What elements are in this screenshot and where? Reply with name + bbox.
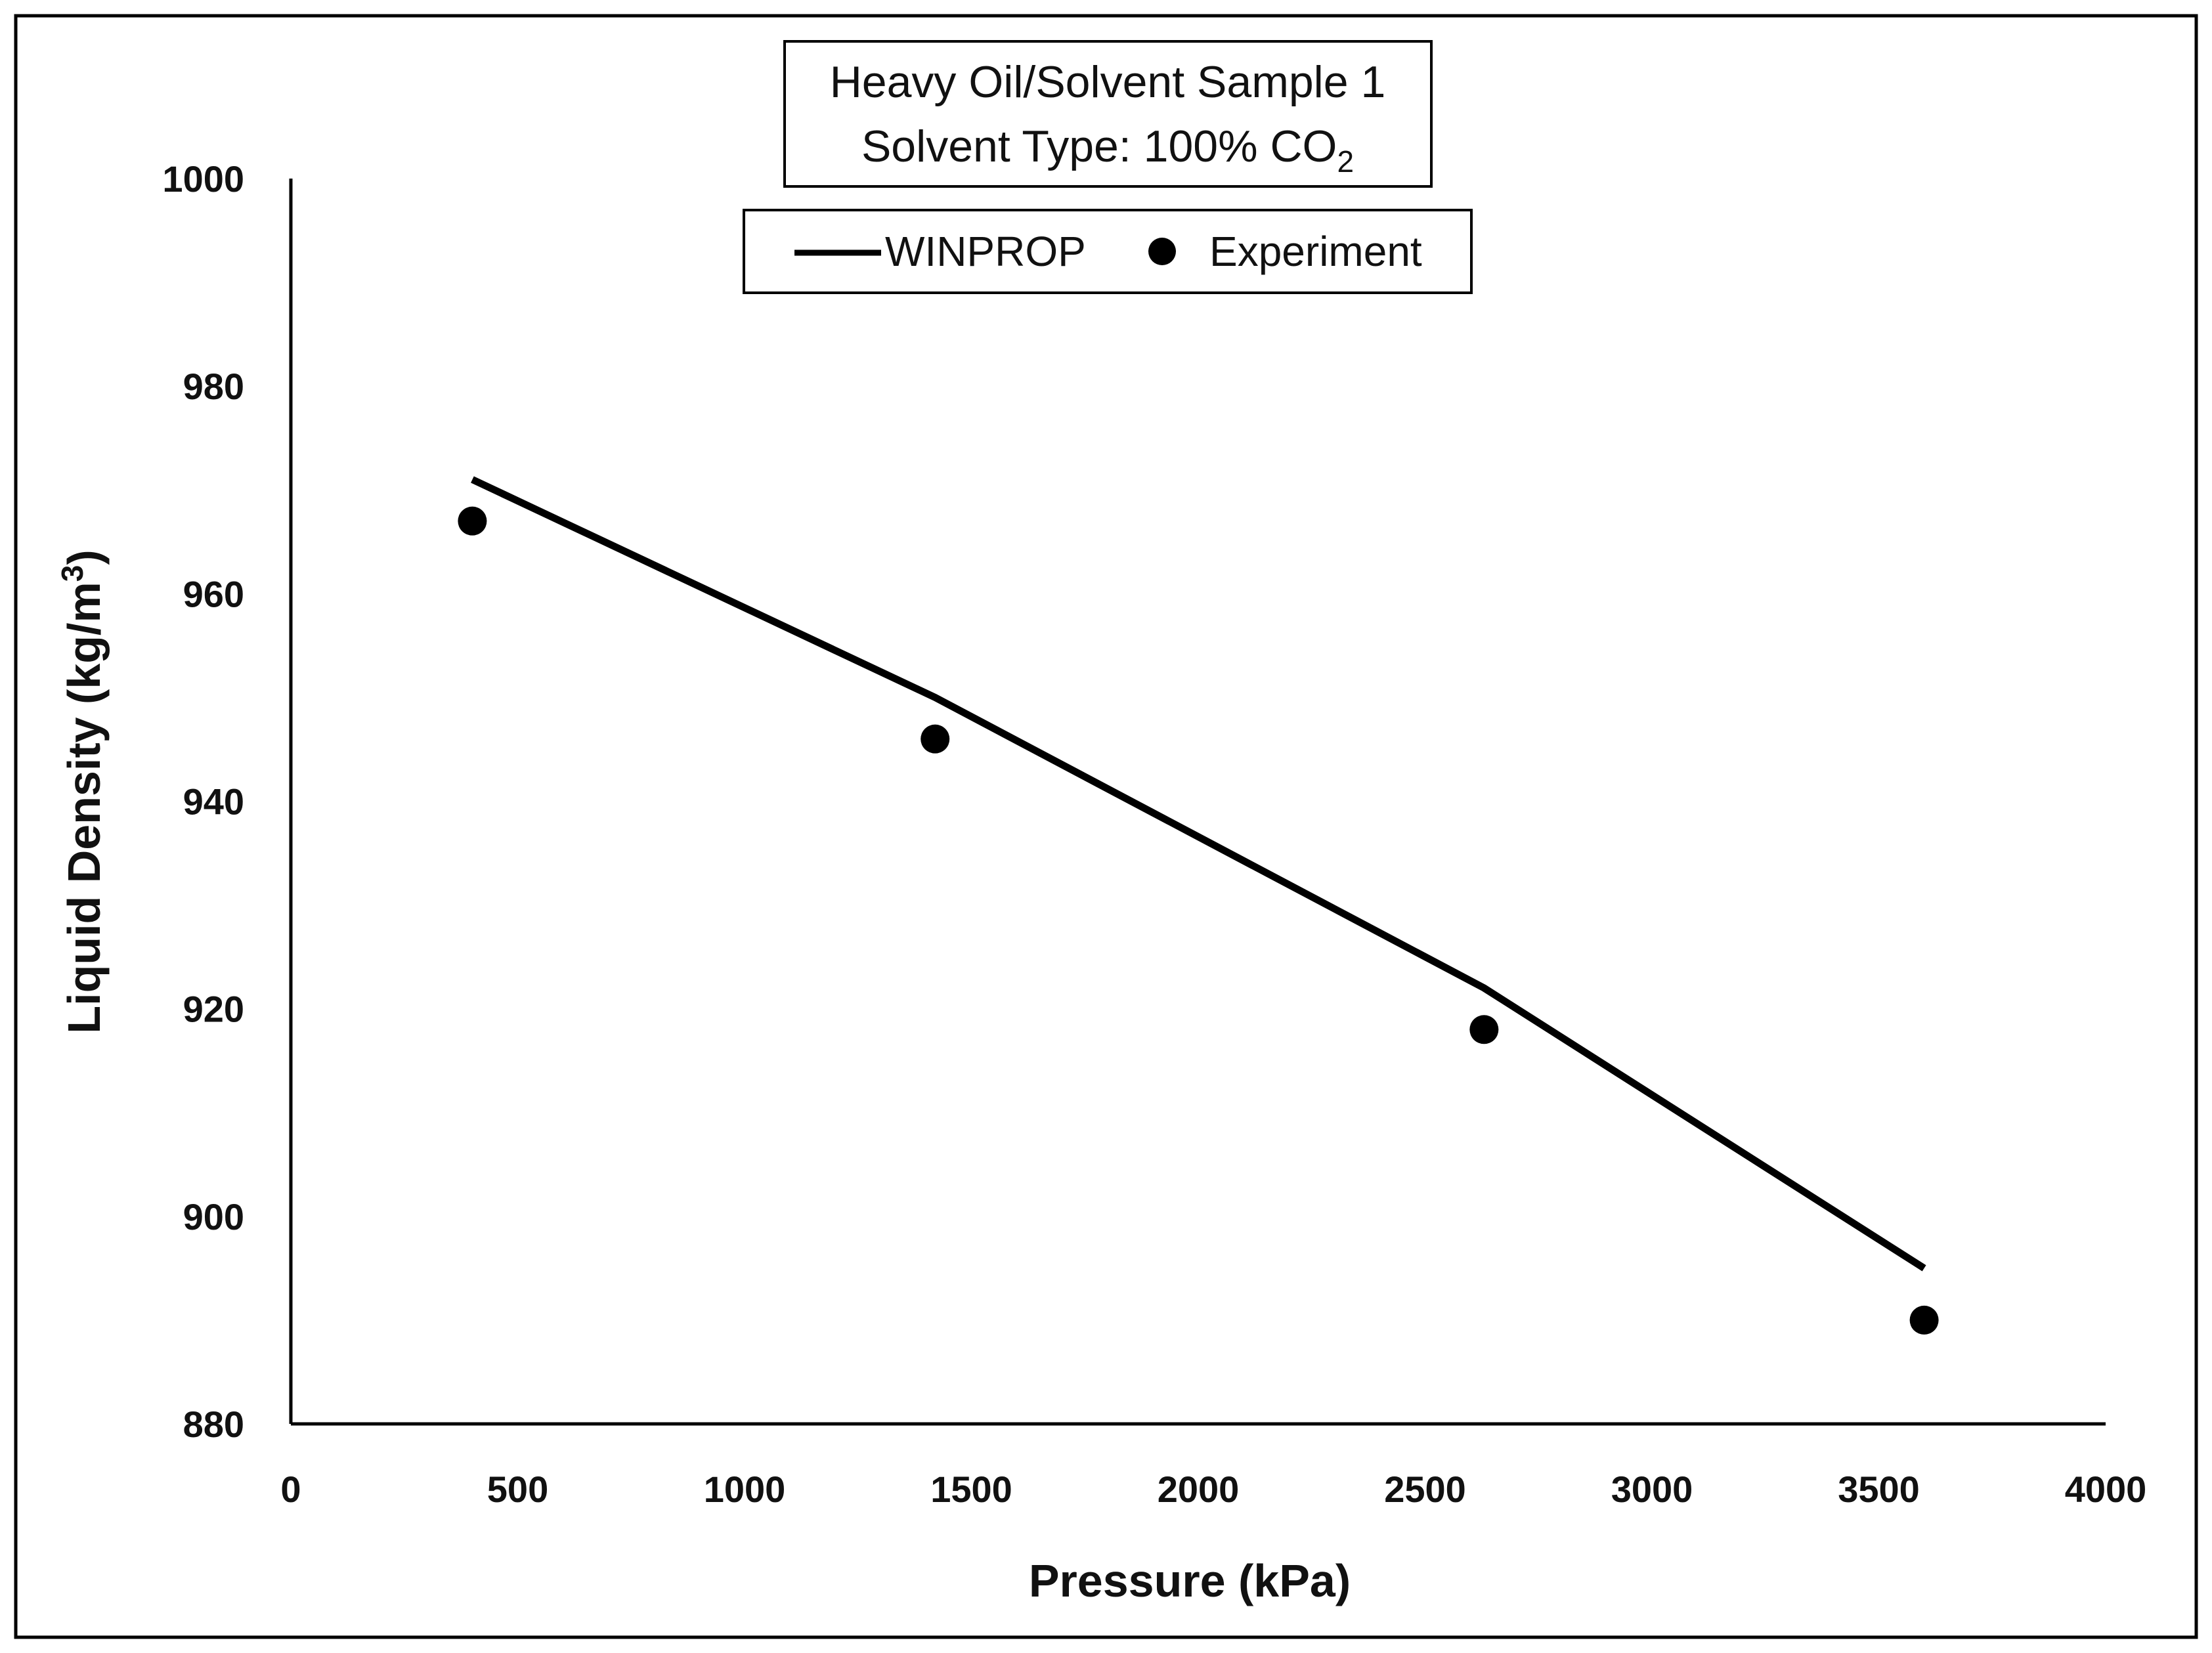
- title-box: [783, 40, 1433, 188]
- experiment-point: [458, 506, 487, 536]
- legend-box: [743, 209, 1473, 294]
- x-tick-label: 2000: [1158, 1469, 1240, 1510]
- x-tick-label: 500: [487, 1469, 548, 1510]
- x-tick-label: 1000: [704, 1469, 786, 1510]
- experiment-point: [1909, 1305, 1939, 1335]
- series-group: [458, 476, 1939, 1335]
- y-tick-label: 960: [183, 573, 244, 614]
- y-axis-title-superscript: 3: [55, 565, 89, 582]
- x-axis-title: Pressure (kPa): [1029, 1555, 1351, 1606]
- chart-title-line-2: Solvent Type: 100% CO2: [861, 121, 1354, 179]
- y-tick-labels: 880 900 920 940 960 980 1000: [162, 158, 244, 1445]
- x-tick-labels: 0 500 1000 1500 2000 2500 3000 3500 4000: [280, 1469, 2146, 1510]
- chart-title-line-2-main: Solvent Type: 100% CO: [861, 121, 1337, 171]
- experiment-point: [921, 724, 950, 754]
- y-tick-label: 880: [183, 1404, 244, 1445]
- legend-experiment-label: Experiment: [1209, 228, 1422, 275]
- y-axis-title-main: Liquid Density (kg/m: [58, 582, 110, 1033]
- y-axis-title-close: ): [58, 549, 110, 565]
- y-tick-label: 940: [183, 781, 244, 823]
- figure-border: [14, 14, 2198, 1639]
- x-tick-label: 0: [280, 1469, 301, 1510]
- series-line-winprop: [471, 476, 1926, 1272]
- y-tick-label: 900: [183, 1196, 244, 1237]
- x-tick-label: 4000: [2065, 1469, 2147, 1510]
- x-tick-label: 1500: [930, 1469, 1012, 1510]
- y-tick-label: 1000: [162, 158, 244, 200]
- legend-experiment-marker: [1148, 238, 1176, 265]
- x-tick-label: 3000: [1611, 1469, 1693, 1510]
- x-tick-label: 3500: [1838, 1469, 1920, 1510]
- x-tick-label: 2500: [1384, 1469, 1466, 1510]
- legend-winprop-label: WINPROP: [885, 228, 1086, 275]
- y-axis-title: Liquid Density (kg/m3): [55, 549, 110, 1033]
- y-tick-label: 920: [183, 989, 244, 1030]
- experiment-point: [1469, 1015, 1499, 1044]
- chart-title-subscript: 2: [1337, 144, 1354, 179]
- chart-title-line-1: Heavy Oil/Solvent Sample 1: [830, 57, 1386, 107]
- y-tick-label: 980: [183, 366, 244, 407]
